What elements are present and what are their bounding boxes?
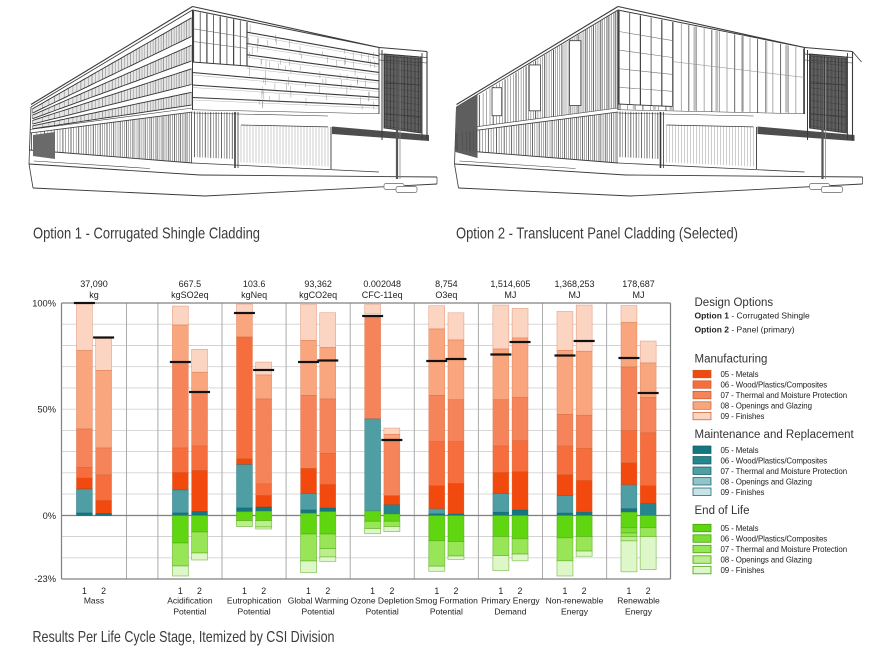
svg-text:07 - Thermal and Moisture Prot: 07 - Thermal and Moisture Protection bbox=[721, 391, 848, 400]
svg-text:Potential: Potential bbox=[302, 607, 335, 617]
svg-text:2: 2 bbox=[454, 586, 459, 596]
svg-text:Energy: Energy bbox=[625, 607, 653, 617]
svg-text:Smog Formation: Smog Formation bbox=[415, 596, 478, 606]
svg-text:09 - Finishes: 09 - Finishes bbox=[721, 566, 765, 575]
svg-text:2: 2 bbox=[582, 586, 587, 596]
svg-text:07 - Thermal and Moisture Prot: 07 - Thermal and Moisture Protection bbox=[721, 467, 848, 476]
svg-text:kgCO2eq: kgCO2eq bbox=[299, 290, 337, 300]
svg-text:1: 1 bbox=[498, 586, 503, 596]
svg-text:Option 1 - Corrugated Shingle: Option 1 - Corrugated Shingle bbox=[695, 311, 811, 321]
svg-text:93,362: 93,362 bbox=[304, 279, 332, 289]
svg-text:Global Warming: Global Warming bbox=[288, 596, 349, 606]
svg-text:Primary Energy: Primary Energy bbox=[481, 596, 540, 606]
svg-text:Option 2 - Panel (primary): Option 2 - Panel (primary) bbox=[695, 324, 795, 334]
svg-text:1: 1 bbox=[306, 586, 311, 596]
svg-text:Option 1 - Corrugated Shingle: Option 1 - Corrugated Shingle Cladding bbox=[33, 226, 260, 243]
svg-text:Ozone Depletion: Ozone Depletion bbox=[351, 596, 415, 606]
svg-text:kgNeq: kgNeq bbox=[241, 290, 267, 300]
svg-text:2: 2 bbox=[646, 586, 651, 596]
svg-text:Non-renewable: Non-renewable bbox=[546, 596, 604, 606]
svg-text:0%: 0% bbox=[43, 511, 56, 521]
svg-text:Potential: Potential bbox=[430, 607, 463, 617]
svg-text:06 - Wood/Plastics/Composites: 06 - Wood/Plastics/Composites bbox=[721, 381, 828, 390]
svg-text:1: 1 bbox=[242, 586, 247, 596]
svg-text:2: 2 bbox=[261, 586, 266, 596]
svg-text:Manufacturing: Manufacturing bbox=[695, 354, 768, 366]
svg-text:1: 1 bbox=[562, 586, 567, 596]
svg-text:Potential: Potential bbox=[366, 607, 399, 617]
svg-text:Design Options: Design Options bbox=[695, 297, 774, 309]
svg-text:08 - Openings and Glazing: 08 - Openings and Glazing bbox=[721, 556, 812, 565]
svg-text:2: 2 bbox=[389, 586, 394, 596]
svg-text:Eutrophication: Eutrophication bbox=[227, 596, 282, 606]
svg-text:06 - Wood/Plastics/Composites: 06 - Wood/Plastics/Composites bbox=[721, 535, 828, 544]
svg-text:Potential: Potential bbox=[238, 607, 271, 617]
svg-text:O3eq: O3eq bbox=[435, 290, 457, 300]
svg-text:09 - Finishes: 09 - Finishes bbox=[721, 488, 765, 497]
svg-text:07 - Thermal and Moisture Prot: 07 - Thermal and Moisture Protection bbox=[721, 545, 848, 554]
svg-text:MJ: MJ bbox=[569, 290, 581, 300]
svg-text:CFC-11eq: CFC-11eq bbox=[362, 290, 403, 300]
svg-text:MJ: MJ bbox=[504, 290, 516, 300]
svg-text:Acidification: Acidification bbox=[167, 596, 213, 606]
svg-text:09 - Finishes: 09 - Finishes bbox=[721, 412, 765, 421]
svg-text:1: 1 bbox=[370, 586, 375, 596]
svg-text:End of Life: End of Life bbox=[695, 505, 750, 517]
svg-text:Energy: Energy bbox=[561, 607, 589, 617]
svg-text:Renewable: Renewable bbox=[617, 596, 660, 606]
svg-text:Potential: Potential bbox=[173, 607, 206, 617]
svg-text:1,368,253: 1,368,253 bbox=[554, 279, 594, 289]
svg-text:1,514,605: 1,514,605 bbox=[490, 279, 530, 289]
svg-text:100%: 100% bbox=[32, 299, 56, 309]
svg-text:2: 2 bbox=[197, 586, 202, 596]
svg-text:kgSO2eq: kgSO2eq bbox=[171, 290, 209, 300]
svg-text:2: 2 bbox=[518, 586, 523, 596]
svg-text:MJ: MJ bbox=[633, 290, 645, 300]
svg-text:kg: kg bbox=[89, 290, 99, 300]
svg-text:Demand: Demand bbox=[494, 607, 526, 617]
svg-text:2: 2 bbox=[101, 586, 106, 596]
svg-text:Results Per Life Cycle Stage,: Results Per Life Cycle Stage, Itemized b… bbox=[33, 629, 335, 646]
svg-text:1: 1 bbox=[82, 586, 87, 596]
svg-text:05 - Metals: 05 - Metals bbox=[721, 370, 759, 379]
svg-text:1: 1 bbox=[626, 586, 631, 596]
svg-text:8,754: 8,754 bbox=[435, 279, 458, 289]
svg-text:08 - Openings and Glazing: 08 - Openings and Glazing bbox=[721, 477, 812, 486]
svg-text:Mass: Mass bbox=[84, 596, 104, 606]
svg-text:05 - Metals: 05 - Metals bbox=[721, 524, 759, 533]
svg-text:05 - Metals: 05 - Metals bbox=[721, 446, 759, 455]
svg-text:1: 1 bbox=[434, 586, 439, 596]
svg-text:178,687: 178,687 bbox=[622, 279, 655, 289]
svg-text:Option 2 - Translucent Panel C: Option 2 - Translucent Panel Cladding (S… bbox=[456, 226, 738, 243]
svg-text:50%: 50% bbox=[37, 405, 56, 415]
svg-text:2: 2 bbox=[325, 586, 330, 596]
svg-text:Maintenance and Replacement: Maintenance and Replacement bbox=[695, 429, 855, 441]
svg-text:37,090: 37,090 bbox=[80, 279, 108, 289]
svg-text:06 - Wood/Plastics/Composites: 06 - Wood/Plastics/Composites bbox=[721, 456, 828, 465]
svg-text:0.002048: 0.002048 bbox=[363, 279, 401, 289]
svg-text:667.5: 667.5 bbox=[179, 279, 202, 289]
svg-text:1: 1 bbox=[178, 586, 183, 596]
svg-text:08 - Openings and Glazing: 08 - Openings and Glazing bbox=[721, 402, 812, 411]
svg-text:-23%: -23% bbox=[34, 574, 56, 584]
svg-text:103.6: 103.6 bbox=[243, 279, 266, 289]
